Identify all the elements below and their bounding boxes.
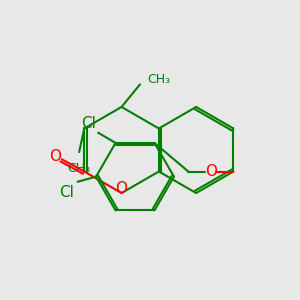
Text: Cl: Cl: [59, 184, 74, 200]
Text: CH₃: CH₃: [147, 73, 170, 86]
Text: CH₃: CH₃: [68, 162, 91, 175]
Text: Cl: Cl: [82, 116, 96, 131]
Text: O: O: [205, 164, 217, 179]
Text: O: O: [116, 182, 128, 196]
Text: O: O: [50, 148, 61, 164]
